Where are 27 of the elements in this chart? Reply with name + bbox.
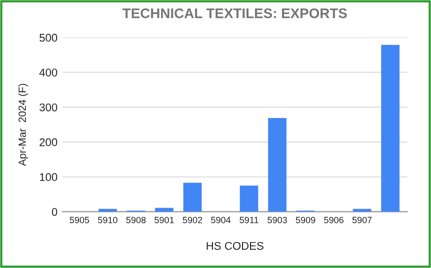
x-tick-label: 5907 bbox=[352, 216, 372, 224]
y-tick-label: 300 bbox=[40, 103, 58, 112]
y-tick-label: 400 bbox=[39, 68, 58, 76]
bar bbox=[183, 182, 202, 212]
bar bbox=[240, 186, 258, 212]
x-tick-label: 5908 bbox=[126, 216, 146, 224]
y-tick-label: 100 bbox=[40, 173, 58, 182]
chart-title: TECHNICAL TEXTILES: EXPORTS bbox=[122, 8, 347, 18]
y-tick-label: 0 bbox=[52, 208, 58, 216]
x-tick-label: 5905 bbox=[70, 216, 90, 224]
y-axis-title: Apr-Mar 2024 (F) bbox=[18, 84, 28, 166]
bar bbox=[381, 44, 400, 212]
x-tick-label: 5909 bbox=[296, 216, 316, 224]
x-tick-label: 5902 bbox=[182, 216, 202, 224]
x-axis-title: HS CODES bbox=[206, 242, 264, 250]
x-tick-label: 5903 bbox=[268, 216, 287, 224]
x-tick-label: 5911 bbox=[240, 216, 258, 224]
x-tick-label: 5910 bbox=[98, 216, 118, 224]
y-tick-label: 500 bbox=[40, 34, 58, 42]
bar bbox=[98, 208, 117, 212]
x-tick-label: 5901 bbox=[154, 216, 174, 224]
y-tick-label: 200 bbox=[40, 138, 58, 146]
bar bbox=[352, 208, 372, 212]
bar bbox=[268, 118, 286, 212]
bar bbox=[155, 208, 174, 212]
x-tick-label: 5906 bbox=[324, 216, 344, 224]
x-tick-label: 5904 bbox=[211, 216, 231, 224]
